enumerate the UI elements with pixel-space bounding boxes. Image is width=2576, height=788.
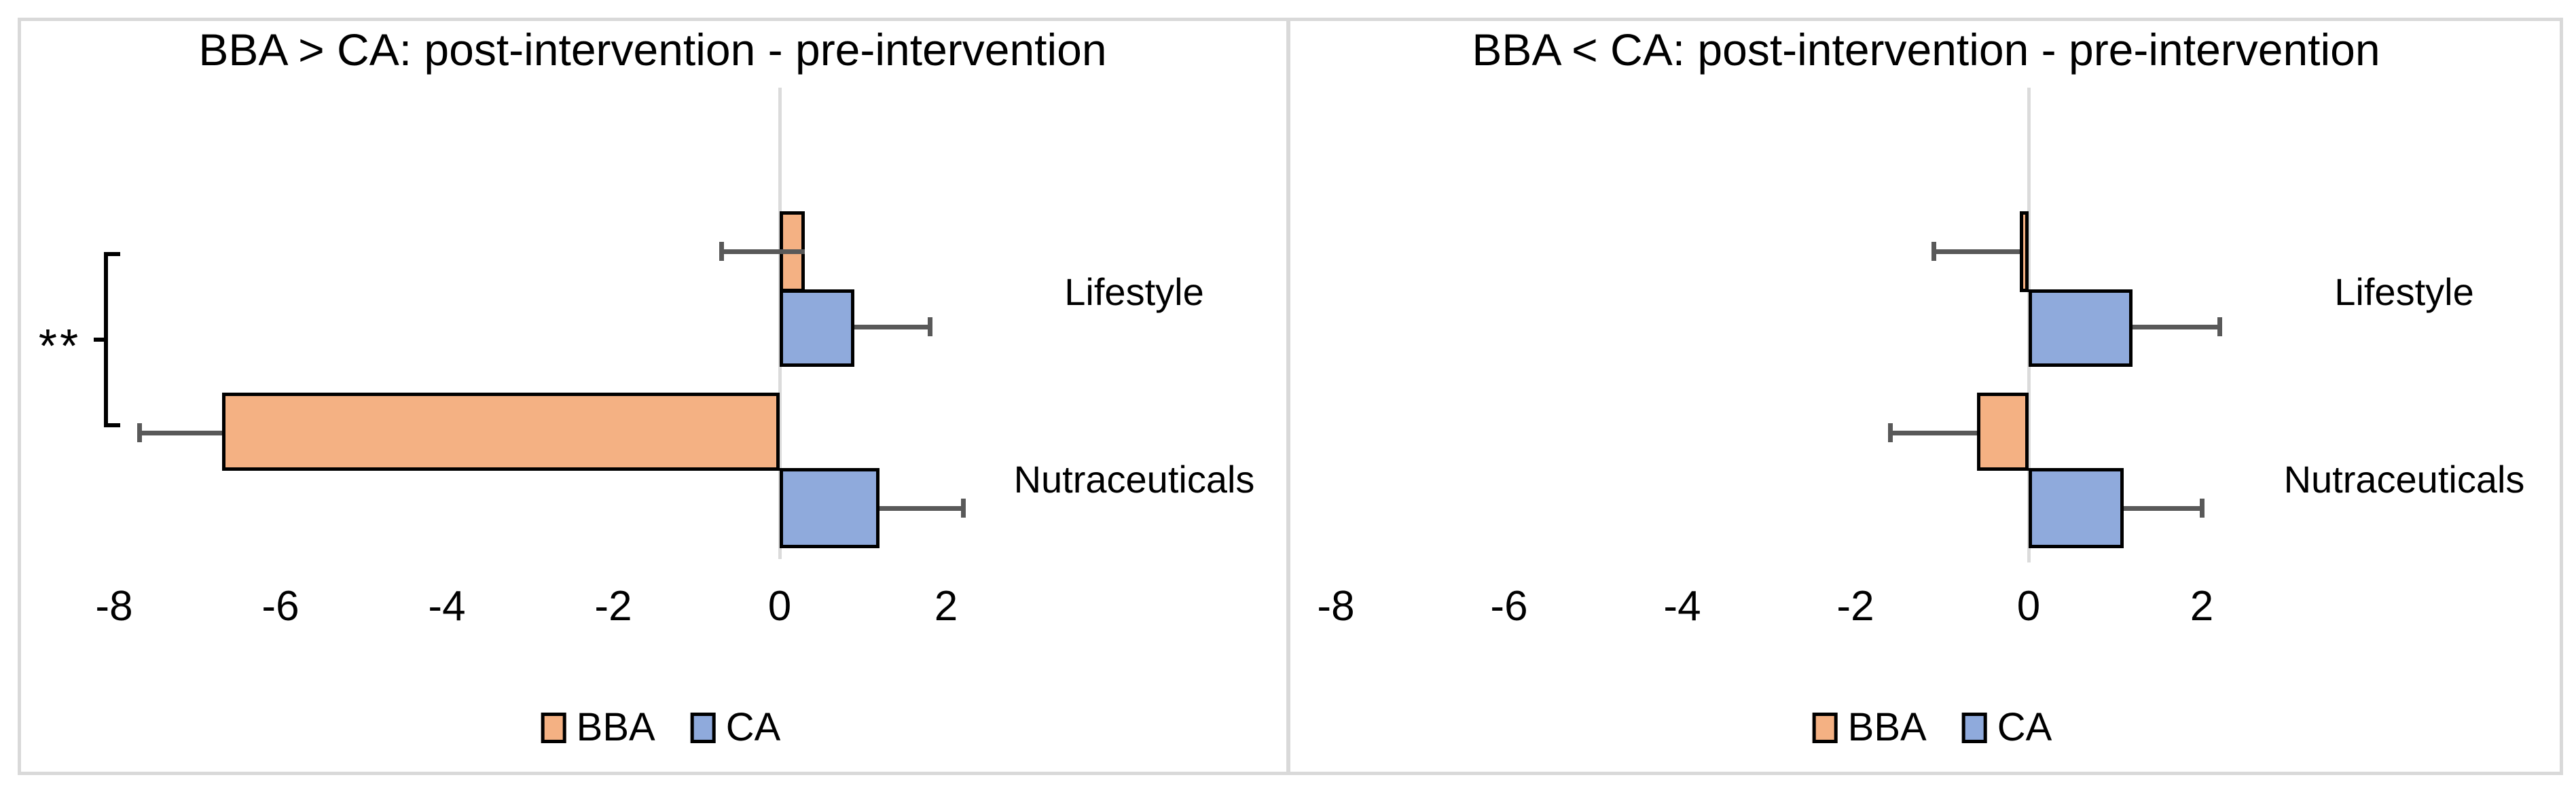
panel-divider bbox=[1286, 18, 1290, 775]
error-bar-bba-nutraceuticals bbox=[1890, 431, 1977, 435]
bar-bba-lifestyle bbox=[2020, 211, 2029, 292]
error-bar-ca-lifestyle bbox=[2133, 325, 2219, 329]
error-bar-bba-lifestyle bbox=[721, 249, 805, 254]
error-bar-ca-nutraceuticals bbox=[2124, 506, 2202, 511]
error-bar-cap-bba-lifestyle bbox=[719, 242, 725, 261]
bar-bba-nutraceuticals bbox=[1976, 393, 2029, 471]
legend-item-ca: CA bbox=[690, 705, 781, 749]
significance-bracket-vertical bbox=[104, 252, 108, 427]
x-tick-label: -2 bbox=[594, 583, 632, 630]
error-bar-cap-bba-lifestyle bbox=[1931, 242, 1936, 261]
bar-ca-nutraceuticals bbox=[2029, 468, 2124, 548]
bar-ca-lifestyle bbox=[780, 289, 855, 367]
bar-ca-lifestyle bbox=[2029, 289, 2133, 367]
category-label-lifestyle: Lifestyle bbox=[2334, 270, 2474, 313]
legend-swatch-ca bbox=[690, 712, 716, 743]
chart-title-right: BBA < CA: post-intervention - pre-interv… bbox=[1472, 24, 2380, 75]
error-bar-cap-ca-nutraceuticals bbox=[960, 499, 966, 518]
legend-label-ca: CA bbox=[1997, 705, 2052, 749]
legend-swatch-bba bbox=[541, 712, 566, 743]
chart-title-left: BBA > CA: post-intervention - pre-interv… bbox=[198, 24, 1107, 75]
error-bar-bba-lifestyle bbox=[1933, 249, 2020, 254]
x-tick-label: -6 bbox=[1490, 583, 1528, 630]
x-tick-label: -2 bbox=[1836, 583, 1874, 630]
significance-bracket-top-tick bbox=[104, 252, 120, 256]
error-bar-bba-nutraceuticals bbox=[139, 431, 223, 435]
x-tick-label: 0 bbox=[2016, 583, 2041, 630]
error-bar-ca-lifestyle bbox=[854, 325, 930, 329]
category-label-nutraceuticals: Nutraceuticals bbox=[2283, 458, 2525, 501]
x-tick-label: -6 bbox=[261, 583, 300, 630]
significance-bracket-bottom-tick bbox=[104, 423, 120, 427]
x-tick-label: -4 bbox=[1663, 583, 1701, 630]
legend-swatch-bba bbox=[1812, 712, 1838, 743]
legend-label-bba: BBA bbox=[1847, 705, 1927, 749]
legend-label-ca: CA bbox=[725, 705, 781, 749]
error-bar-cap-ca-lifestyle bbox=[927, 317, 932, 336]
legend-item-bba: BBA bbox=[541, 708, 655, 747]
category-label-nutraceuticals: Nutraceuticals bbox=[1013, 458, 1255, 501]
legend-item-bba: BBA bbox=[1812, 705, 1927, 749]
category-label-lifestyle: Lifestyle bbox=[1064, 270, 1204, 313]
legend-item-ca: CA bbox=[1961, 705, 2052, 749]
bar-ca-nutraceuticals bbox=[780, 468, 879, 548]
error-bar-cap-ca-nutraceuticals bbox=[2200, 499, 2205, 518]
x-tick-label: -4 bbox=[428, 583, 466, 630]
error-bar-cap-ca-lifestyle bbox=[2217, 317, 2222, 336]
x-tick-label: 2 bbox=[934, 583, 958, 630]
error-bar-cap-bba-nutraceuticals bbox=[1888, 423, 1893, 442]
legend: BBA CA bbox=[541, 705, 781, 749]
x-tick-label: 0 bbox=[767, 583, 792, 630]
significance-bracket-mid-tick bbox=[94, 338, 104, 342]
legend-label-bba: BBA bbox=[576, 705, 655, 749]
x-tick-label: 2 bbox=[2190, 583, 2214, 630]
error-bar-ca-nutraceuticals bbox=[879, 506, 963, 511]
bar-bba-nutraceuticals bbox=[222, 393, 780, 471]
error-bar-cap-bba-nutraceuticals bbox=[137, 423, 142, 442]
legend-swatch-ca bbox=[1961, 712, 1987, 743]
x-tick-label: -8 bbox=[1317, 583, 1355, 630]
significance-stars: ** bbox=[38, 319, 81, 372]
legend: BBA CA bbox=[1812, 705, 2052, 749]
x-tick-label: -8 bbox=[95, 583, 133, 630]
